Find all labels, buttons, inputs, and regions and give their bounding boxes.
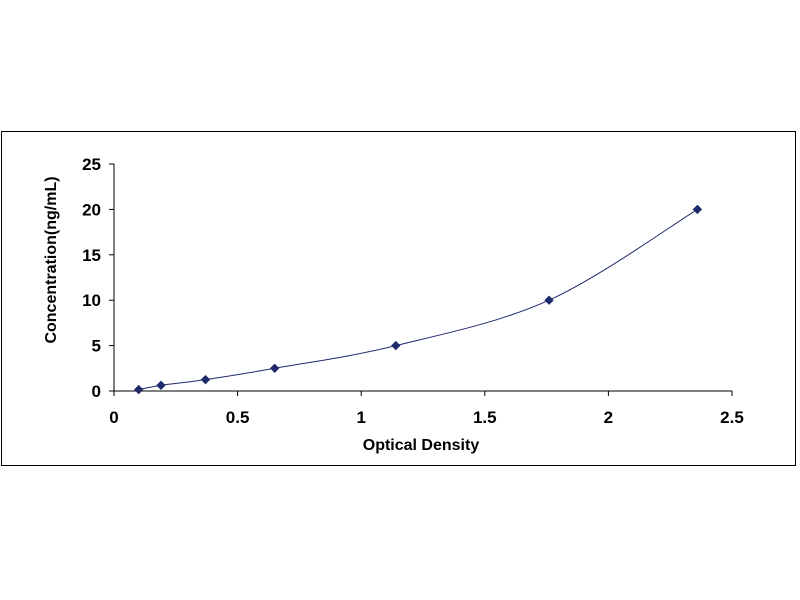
x-tick-label: 1.5 [473, 408, 497, 427]
x-tick-label: 2.5 [720, 408, 744, 427]
y-tick-label: 20 [82, 200, 101, 219]
x-tick-label: 0 [109, 408, 118, 427]
y-tick-label: 15 [82, 246, 101, 265]
chart-frame: 0 0.5 1 1.5 2 2.5 0 5 10 15 20 25 Optical Density … [1, 131, 796, 466]
data-points [134, 204, 703, 395]
x-tick-label: 0.5 [226, 408, 250, 427]
data-point [692, 204, 703, 215]
x-axis-title: Optical Density [363, 437, 480, 454]
data-point [269, 363, 280, 374]
y-tick-label: 10 [82, 291, 101, 310]
y-axis-title: Concentration(ng/mL) [43, 176, 60, 343]
y-tick-label: 0 [92, 382, 101, 401]
data-point [156, 380, 166, 391]
trend-line [138, 208, 698, 391]
y-tick-label: 25 [82, 155, 101, 174]
y-tick-label: 5 [92, 337, 101, 356]
axes [113, 164, 732, 392]
x-tick-label: 2 [604, 408, 613, 427]
data-point [134, 384, 144, 395]
data-point [200, 374, 211, 385]
data-point [391, 340, 401, 351]
x-tick-label: 1 [356, 408, 365, 427]
x-axis-ticks: 0 0.5 1 1.5 2 2.5 [109, 391, 744, 427]
y-axis-ticks: 0 5 10 15 20 25 [82, 155, 114, 401]
data-point [544, 295, 554, 305]
